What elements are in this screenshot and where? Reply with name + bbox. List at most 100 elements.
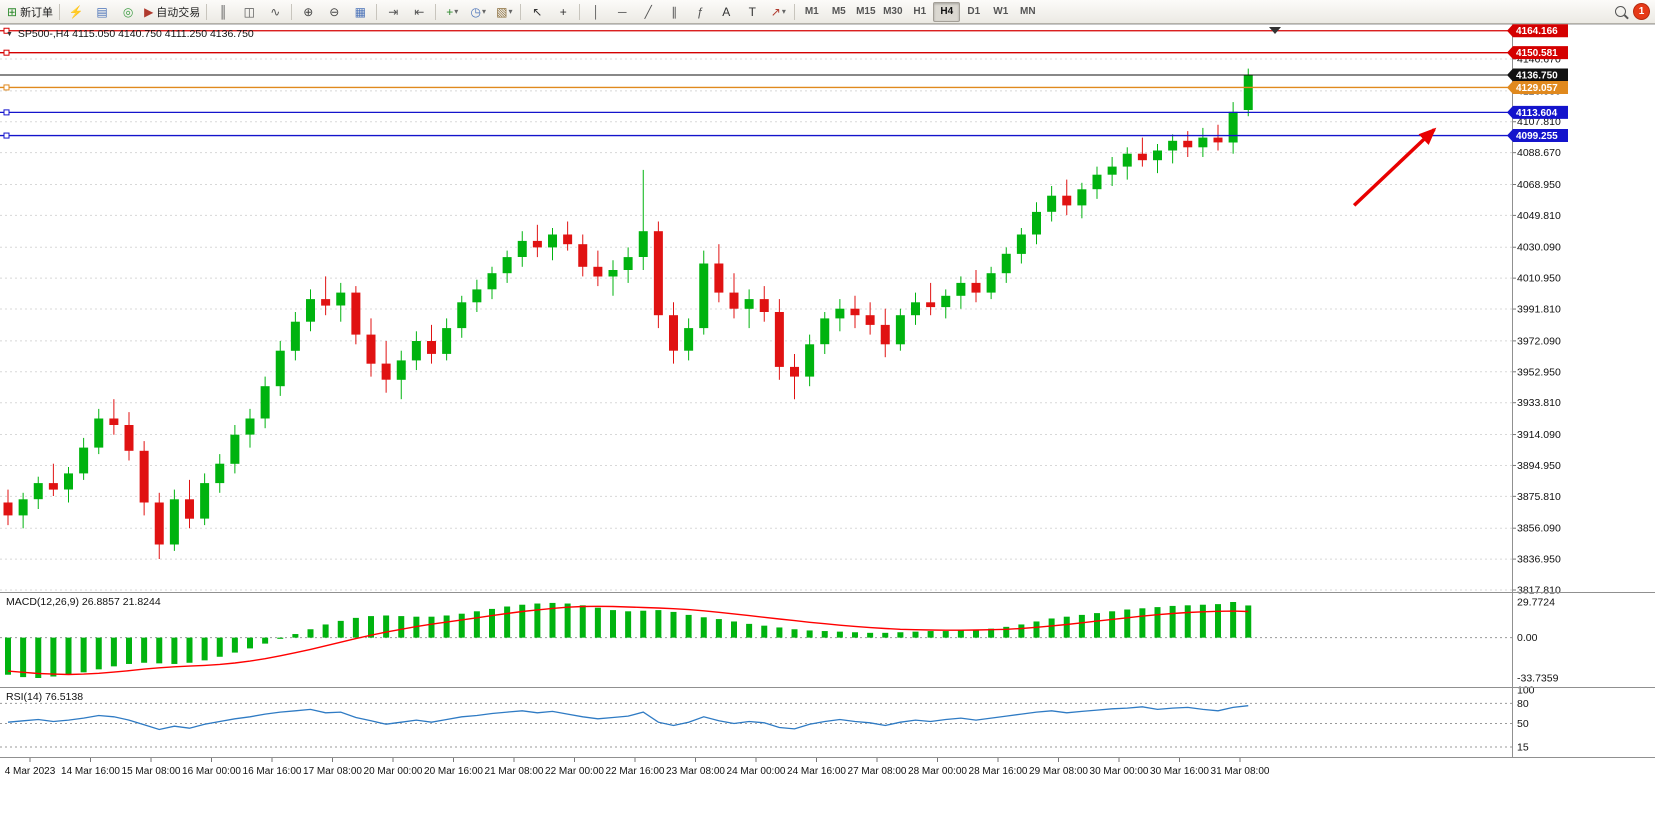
timeframe-w1-button[interactable]: W1 — [993, 6, 1009, 17]
toolbar-separator — [435, 3, 437, 20]
price-tag-label: 4099.255 — [1516, 131, 1558, 142]
trendline-icon[interactable]: ╱ — [635, 1, 661, 23]
candle-body — [502, 257, 512, 274]
search-icon[interactable] — [1615, 6, 1626, 17]
strategy-tester-icon[interactable]: ◎ — [115, 1, 141, 23]
notification-badge[interactable]: 1 — [1634, 4, 1649, 19]
chart-area[interactable]: 4146.6704126.9304107.8104088.6704068.950… — [0, 24, 1655, 827]
dropdown-caret-icon: ▾ — [508, 7, 513, 16]
candle-body — [381, 363, 391, 380]
time-axis-label: 16 Mar 00:00 — [182, 766, 241, 777]
macd-histogram-bar — [625, 611, 632, 638]
timeframe-m1-button[interactable]: M1 — [804, 6, 819, 17]
time-axis-label: 24 Mar 16:00 — [787, 766, 846, 777]
zoom-out-icon[interactable]: ⊖ — [321, 1, 347, 23]
autotrading-button[interactable]: ▶ 自动交易 — [141, 1, 203, 23]
text-label-icon[interactable]: T — [739, 1, 765, 23]
indicators-icon[interactable]: + ▾ — [439, 1, 465, 23]
crosshair-icon[interactable]: + — [550, 1, 576, 23]
text-icon[interactable]: A — [713, 1, 739, 23]
candle-body — [215, 463, 225, 484]
tile-windows-icon[interactable]: ▦ — [347, 1, 373, 23]
chart-symbol-header: ▼ SP500-,H4 4115.050 4140.750 4111.250 4… — [6, 28, 254, 40]
macd-histogram-bar — [80, 637, 87, 673]
rsi-indicator-label: RSI(14) 76.5138 — [6, 691, 84, 703]
macd-histogram-bar — [231, 637, 238, 653]
cursor-icon[interactable]: ↖ — [524, 1, 550, 23]
line-handle[interactable] — [3, 109, 10, 116]
periods-icon[interactable]: ◷ ▾ — [465, 1, 491, 23]
auto-scroll-icon[interactable]: ⇥ — [380, 1, 406, 23]
price-line-tag — [1507, 46, 1568, 60]
candle-body — [563, 234, 573, 245]
vertical-line-icon[interactable]: │ — [583, 1, 609, 23]
horizontal-line-icon[interactable]: ─ — [609, 1, 635, 23]
candle-body — [79, 447, 89, 474]
macd-histogram-bar — [1184, 605, 1191, 638]
horizontal-line-icon: ─ — [618, 4, 627, 19]
candle-body — [1213, 137, 1223, 143]
line-handle[interactable] — [3, 27, 10, 34]
bar-chart-icon[interactable]: ║ — [210, 1, 236, 23]
line-chart-icon: ∿ — [270, 4, 281, 19]
fibonacci-icon[interactable]: ƒ — [687, 1, 713, 23]
arrows-icon[interactable]: ↗ ▾ — [765, 1, 791, 23]
timeframe-d1-button[interactable]: D1 — [967, 6, 981, 17]
timeframe-m15-button[interactable]: M15 — [856, 6, 876, 17]
macd-histogram-bar — [110, 637, 117, 667]
toolbar-separator — [520, 3, 522, 20]
timeframe-m30-button[interactable]: M30 — [883, 6, 903, 17]
chart-canvas[interactable]: 4146.6704126.9304107.8104088.6704068.950… — [0, 24, 1655, 827]
macd-histogram-bar — [897, 632, 904, 638]
price-axis-label: 4068.950 — [1517, 179, 1561, 191]
toolbar-group: │ ─ ╱ ∥ ƒ A T ↗ ▾ — [583, 1, 791, 23]
market-watch-icon[interactable]: ⚡ — [63, 1, 89, 23]
macd-histogram-bar — [1245, 605, 1252, 638]
zoom-in-icon: ⊕ — [303, 4, 314, 19]
channel-icon[interactable]: ∥ — [661, 1, 687, 23]
candle-body — [669, 315, 678, 351]
timeframe-m5-button[interactable]: M5 — [831, 6, 846, 17]
macd-histogram-bar — [1215, 604, 1221, 638]
time-axis-label: 21 Mar 08:00 — [485, 766, 544, 777]
line-handle[interactable] — [3, 49, 10, 56]
timeframe-mn-button[interactable]: MN — [1020, 6, 1036, 17]
candle-body — [3, 502, 13, 516]
trend-arrow[interactable] — [1352, 127, 1437, 207]
templates-icon[interactable]: ▧ ▾ — [491, 1, 517, 23]
toolbar-separator — [59, 3, 61, 20]
line-handle[interactable] — [3, 84, 10, 91]
candle-body — [321, 299, 331, 306]
auto-scroll-icon: ⇥ — [388, 4, 399, 19]
macd-histogram-bar — [715, 619, 722, 638]
line-handle[interactable] — [3, 132, 10, 139]
tile-windows-icon: ▦ — [354, 4, 366, 19]
candlestick-chart-icon[interactable]: ◫ — [236, 1, 262, 23]
candle-body — [94, 418, 104, 448]
candle-body — [759, 299, 769, 312]
timeframe-h1-button[interactable]: H1 — [913, 6, 927, 17]
candle-body — [124, 425, 134, 451]
candle-body — [1077, 189, 1087, 206]
candle-body — [1243, 75, 1253, 110]
candle-body — [835, 308, 845, 319]
data-window-icon[interactable]: ▤ — [89, 1, 115, 23]
collapse-indicator-icon[interactable]: ▼ — [6, 31, 13, 38]
new-order-button[interactable]: ⊞ 新订单 — [4, 1, 56, 23]
candle-body — [956, 282, 966, 296]
candle-body — [608, 270, 618, 277]
timeframe-toolbar: M1 M5 M15 M30 H1 H4 D1 W1 MN — [798, 1, 1041, 22]
macd-histogram-bar — [443, 615, 450, 638]
toolbar-group: ⇥ ⇤ — [380, 1, 432, 23]
chart-shift-icon[interactable]: ⇤ — [406, 1, 432, 23]
time-axis-label: 30 Mar 00:00 — [1090, 766, 1149, 777]
macd-histogram-bar — [337, 620, 344, 638]
macd-histogram-bar — [171, 637, 178, 664]
timeframe-h4-button[interactable]: H4 — [933, 1, 961, 22]
line-chart-icon[interactable]: ∿ — [262, 1, 288, 23]
zoom-in-icon[interactable]: ⊕ — [295, 1, 321, 23]
macd-histogram-bar — [564, 603, 571, 638]
rsi-axis-label: 15 — [1517, 741, 1529, 753]
chart-shift-marker[interactable] — [1269, 27, 1281, 34]
candle-body — [593, 266, 603, 277]
